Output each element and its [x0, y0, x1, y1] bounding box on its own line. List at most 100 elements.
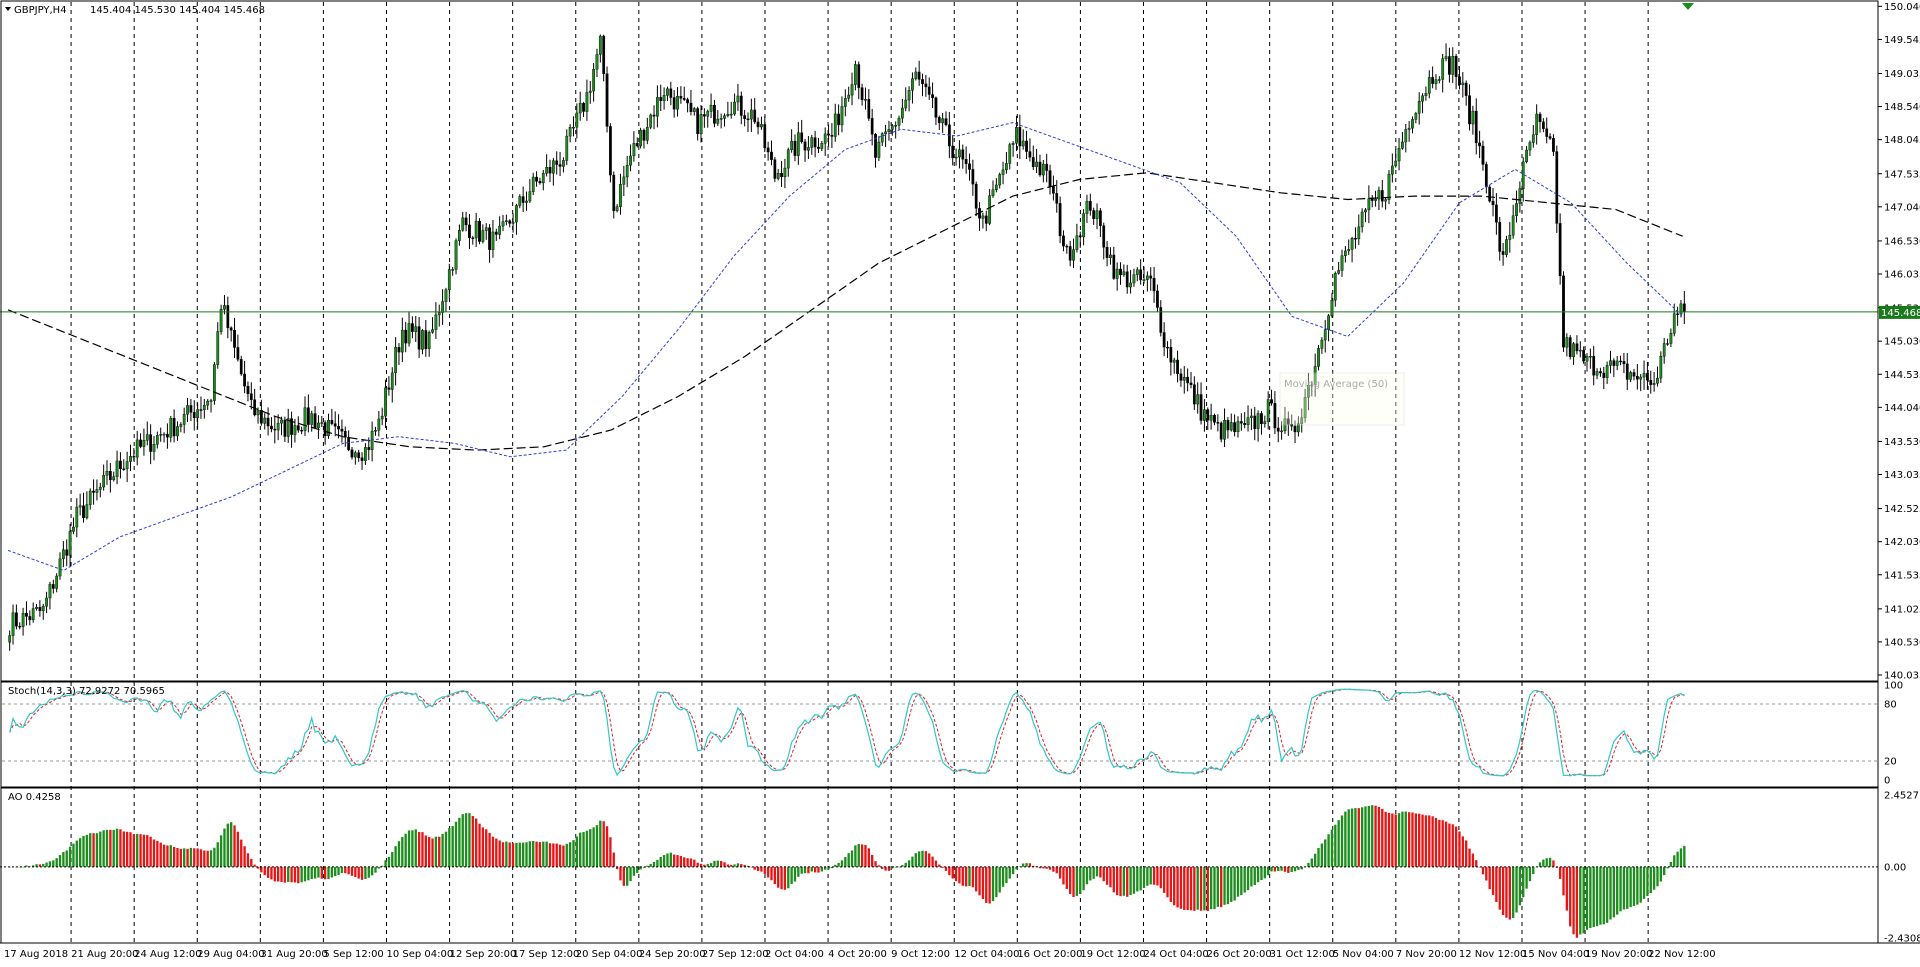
stochastic-tick-label: 0	[1884, 776, 1890, 787]
candle	[1229, 413, 1233, 432]
ao-bar	[196, 848, 199, 867]
candle	[786, 147, 790, 177]
ao-bar	[626, 866, 629, 886]
stochastic-tick-label: 20	[1884, 757, 1897, 768]
ao-bar	[532, 840, 535, 867]
candle	[521, 186, 525, 213]
candle	[11, 604, 15, 645]
ao-bar	[760, 866, 763, 872]
ao-bar	[391, 852, 394, 867]
ao-bar	[377, 866, 381, 869]
candle	[1156, 284, 1159, 312]
candle	[276, 414, 280, 441]
price-tick-label: 149.545	[1884, 35, 1920, 46]
price-tick-label: 147.040	[1884, 202, 1920, 213]
ao-bar	[149, 836, 152, 867]
candle	[1323, 320, 1327, 353]
ao-bar	[243, 846, 246, 867]
candle	[72, 517, 75, 535]
ao-bar	[364, 866, 367, 879]
ao-bar	[223, 828, 226, 867]
candle	[1327, 314, 1330, 342]
candle	[1538, 112, 1542, 133]
candle	[598, 34, 602, 63]
ao-bar	[313, 866, 317, 879]
candle	[1219, 421, 1223, 443]
ao-bar	[619, 866, 622, 881]
symbol-dropdown-icon[interactable]	[5, 7, 11, 11]
ao-bar	[676, 855, 679, 867]
ao-bar	[481, 827, 485, 867]
candle	[961, 144, 965, 169]
candle	[1176, 350, 1179, 383]
moving-average-200-line	[7, 172, 1683, 451]
candle	[531, 172, 535, 196]
candle	[682, 86, 686, 102]
ao-bar	[1293, 866, 1297, 872]
ao-bar	[1018, 866, 1022, 867]
ao-bar	[1307, 862, 1310, 867]
ao-bar	[1001, 866, 1005, 887]
candle	[1192, 376, 1196, 410]
candle	[1575, 335, 1579, 355]
candle	[273, 416, 277, 444]
ao-bar	[387, 856, 391, 867]
candle	[1159, 300, 1163, 337]
candle	[323, 420, 327, 445]
ao-bar	[89, 833, 92, 867]
ao-bar	[1022, 863, 1025, 867]
ao-bar	[270, 866, 273, 880]
ao-bar	[1444, 821, 1448, 867]
ao-bar	[199, 849, 203, 867]
time-tick-label: 31 Oct 12:00	[1270, 949, 1335, 960]
time-tick-label: 4 Oct 20:00	[828, 949, 887, 960]
candle	[1518, 181, 1522, 213]
ao-bar	[991, 866, 995, 902]
ao-bar	[1616, 866, 1619, 915]
ao-bar	[572, 840, 575, 867]
ao-bar	[203, 850, 206, 867]
candle	[122, 459, 126, 471]
ao-bar	[1072, 866, 1075, 898]
candle	[162, 432, 166, 443]
candle	[229, 326, 233, 342]
ao-bar	[944, 866, 948, 871]
ao-bar	[78, 838, 82, 867]
ao-bar	[206, 850, 209, 867]
ao-bar	[233, 825, 236, 867]
ao-bar	[609, 837, 612, 867]
ao-bar	[1360, 807, 1364, 867]
candlestick-series	[8, 34, 1686, 651]
ao-bar	[1642, 866, 1646, 899]
time-tick-label: 5 Sep 12:00	[323, 949, 383, 960]
ao-bar	[1156, 866, 1159, 886]
candle	[1622, 352, 1626, 374]
ao-bar	[370, 866, 374, 876]
ao-bar	[548, 843, 552, 867]
current-price-label: 145.468	[1881, 308, 1920, 319]
time-tick-label: 7 Nov 20:00	[1396, 949, 1457, 960]
candle	[1119, 262, 1122, 285]
ao-bar	[179, 848, 183, 867]
ao-bar	[1045, 866, 1048, 869]
ao-bar	[870, 854, 874, 867]
candle	[968, 153, 971, 181]
ao-bar	[679, 855, 683, 867]
ao-bar	[636, 866, 639, 873]
chart-shift-marker-icon[interactable]	[1682, 3, 1694, 10]
candle	[461, 211, 465, 232]
ao-bar	[139, 834, 142, 867]
ao-bar	[1068, 866, 1072, 894]
candle	[186, 398, 189, 423]
ao-bar	[381, 865, 384, 867]
ao-bar	[766, 866, 770, 878]
ao-bar	[629, 866, 632, 882]
price-tick-label: 143.530	[1884, 437, 1920, 448]
ao-bar	[803, 866, 807, 874]
ao-bar	[1005, 866, 1008, 884]
ao-bar	[1206, 866, 1209, 912]
candle	[1233, 414, 1236, 437]
ao-bar	[683, 857, 686, 867]
